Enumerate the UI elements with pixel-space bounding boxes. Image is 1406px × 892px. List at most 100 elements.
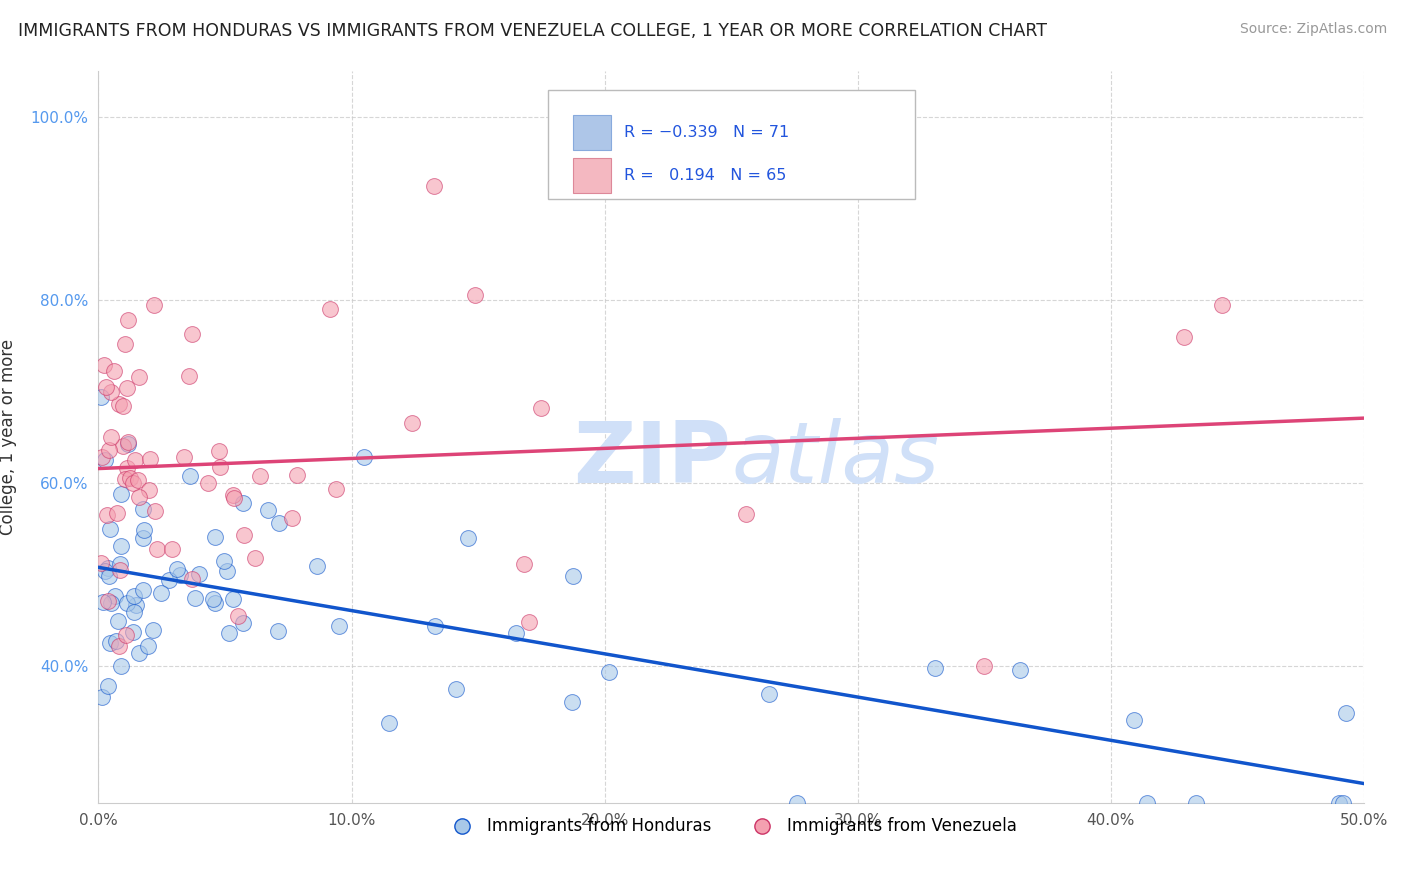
Point [110,487,132,501]
Point [1334,706,1357,720]
Point [100,430,122,444]
Point [204,596,226,610]
Point [212,554,235,568]
Point [122,589,145,603]
Point [90,390,112,404]
Point [115,597,138,611]
Point [117,313,139,327]
Point [1173,330,1195,344]
FancyBboxPatch shape [547,90,914,200]
Point [1010,663,1032,677]
Point [128,646,150,660]
Point [197,475,219,490]
Point [90,450,112,464]
Point [215,565,238,579]
Point [122,624,145,639]
Point [786,796,808,810]
Point [208,444,231,458]
Point [735,508,758,522]
Point [281,511,304,525]
Point [179,469,201,483]
Point [530,401,553,416]
Point [924,660,946,674]
Point [325,483,347,497]
Point [1331,796,1354,810]
Point [103,364,125,378]
Point [93,358,115,372]
Point [132,524,155,538]
Point [222,491,245,505]
Point [353,450,375,464]
Point [97,680,120,694]
Point [208,459,231,474]
Point [1327,796,1350,810]
Text: R = −0.339   N = 71: R = −0.339 N = 71 [623,125,789,140]
Point [204,530,226,544]
Point [423,619,446,633]
Point [188,567,211,582]
Point [94,380,117,394]
Point [257,503,280,517]
Point [107,639,129,653]
Point [305,558,328,573]
Point [1211,298,1233,312]
Bar [574,158,610,193]
Text: IMMIGRANTS FROM HONDURAS VS IMMIGRANTS FROM VENEZUELA COLLEGE, 1 YEAR OR MORE CO: IMMIGRANTS FROM HONDURAS VS IMMIGRANTS F… [18,22,1047,40]
Point [221,591,243,606]
Point [444,682,467,697]
Point [222,488,245,502]
Point [758,687,780,701]
Point [232,527,254,541]
Point [150,586,173,600]
Point [108,558,131,572]
Point [1123,713,1146,727]
Point [179,369,201,384]
Point [132,502,155,516]
Point [108,397,131,411]
Text: atlas: atlas [731,417,939,500]
Point [1185,796,1208,810]
Point [94,564,117,578]
Point [464,288,486,302]
Point [169,567,191,582]
Point [142,624,165,638]
Point [91,690,114,704]
Point [138,452,160,467]
Point [132,582,155,597]
Point [107,614,129,628]
Point [218,625,240,640]
Point [517,615,540,629]
Point [973,658,995,673]
Point [183,591,205,605]
Point [124,598,146,612]
Point [105,506,128,520]
Point [401,416,423,430]
Point [138,483,160,497]
Point [146,541,169,556]
Point [128,490,150,504]
Point [162,541,184,556]
Point [117,461,139,475]
Point [97,561,120,575]
Point [562,568,585,582]
Point [127,473,149,487]
Point [159,573,181,587]
Point [114,472,136,486]
Point [132,531,155,545]
Point [110,539,132,553]
Point [94,452,117,467]
Point [117,436,139,450]
Point [97,594,120,608]
Point [124,452,146,467]
Point [173,450,195,464]
Point [114,336,136,351]
Point [136,639,159,653]
Point [143,298,166,312]
Legend: Immigrants from Honduras, Immigrants from Venezuela: Immigrants from Honduras, Immigrants fro… [439,811,1024,842]
Point [96,508,118,522]
Point [100,596,122,610]
Point [128,370,150,384]
Point [105,634,128,648]
Point [232,615,254,630]
Point [243,550,266,565]
